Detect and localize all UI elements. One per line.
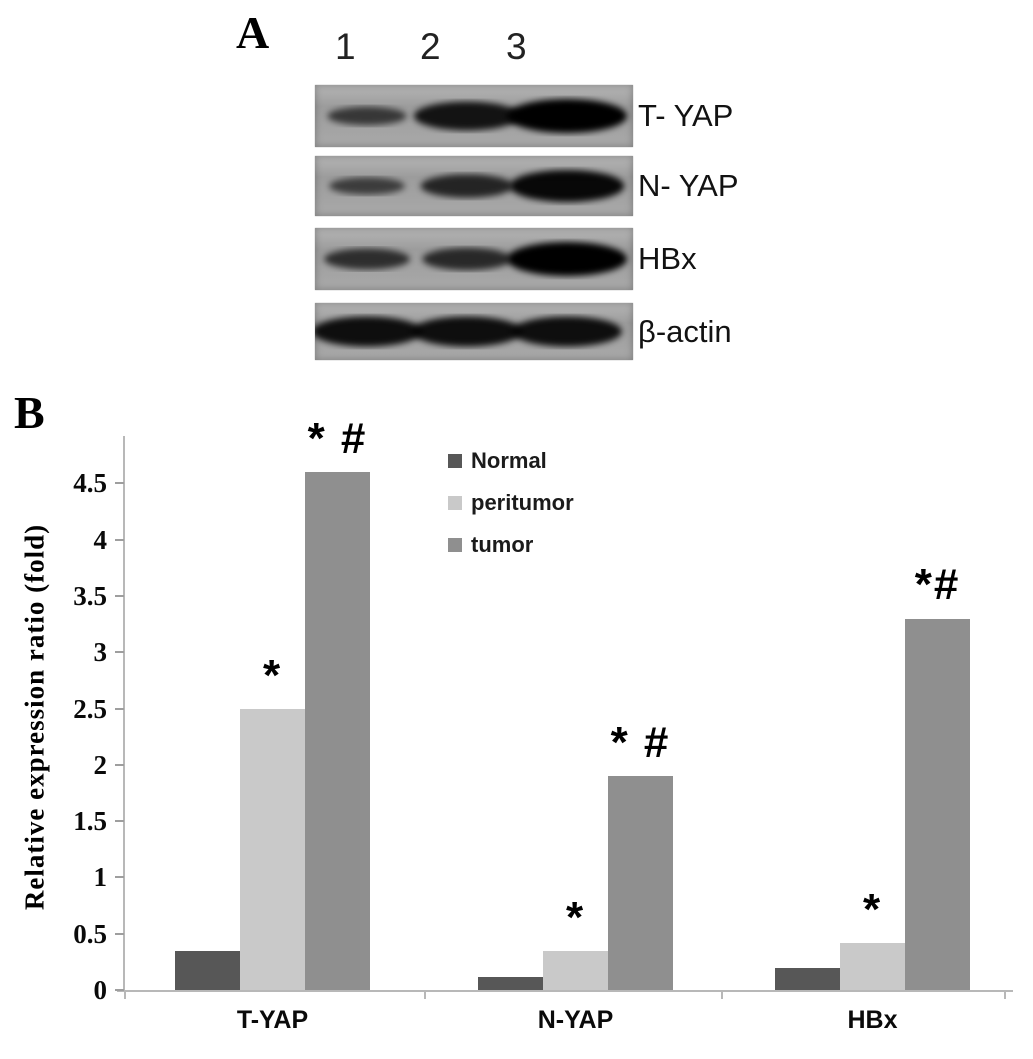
protein-band (420, 174, 514, 198)
bar-n-yap-peritumor (543, 950, 608, 990)
category-label-n-yap: N-YAP (537, 1006, 614, 1034)
protein-band (327, 106, 407, 126)
legend-label: Normal (471, 448, 547, 473)
x-axis-tick (124, 990, 126, 999)
bar-t-yap-normal (175, 950, 240, 990)
legend-item-normal: Normal (448, 448, 574, 474)
significance-annotation: * (565, 893, 586, 942)
legend-swatch (448, 538, 462, 552)
significance-annotation: * (262, 651, 283, 700)
y-tick-label: 2 (93, 749, 108, 780)
protein-band (329, 177, 405, 195)
legend-label: peritumor (471, 490, 574, 515)
bar-hbx-normal (775, 967, 840, 990)
protein-band (509, 170, 625, 202)
y-tick-label: 3 (93, 637, 108, 668)
protein-band (315, 316, 422, 347)
legend-item-peritumor: peritumor (448, 490, 574, 516)
panel-b-label: B (14, 387, 45, 438)
y-tick-mark (115, 651, 124, 654)
blot-strip (315, 85, 633, 147)
bar-n-yap-tumor (608, 776, 673, 990)
y-tick-label: 0.5 (73, 918, 107, 949)
y-tick-mark (115, 538, 124, 541)
protein-band (507, 99, 627, 133)
legend: Normal peritumor tumor (448, 448, 574, 558)
protein-band (512, 316, 622, 347)
bar-hbx-tumor (905, 618, 970, 990)
significance-annotation: * (862, 885, 883, 934)
blot-strip (315, 228, 633, 290)
y-tick-label: 4 (93, 524, 108, 555)
y-tick-mark (115, 482, 124, 485)
protein-band (422, 247, 512, 271)
bar-t-yap-tumor (305, 472, 370, 990)
category-label-hbx: HBx (847, 1006, 898, 1034)
y-axis-line (123, 436, 125, 990)
blot-strip (315, 303, 633, 360)
significance-annotation: *# (914, 560, 961, 609)
legend-item-tumor: tumor (448, 532, 574, 558)
significance-annotation: * # (307, 414, 368, 463)
y-tick-mark (115, 932, 124, 935)
bar-t-yap-peritumor (240, 708, 305, 990)
y-tick-mark (115, 820, 124, 823)
legend-label: tumor (471, 532, 534, 557)
y-tick-label: 4.5 (73, 468, 107, 499)
y-tick-label: 0 (93, 975, 108, 1005)
y-tick-label: 3.5 (73, 580, 107, 611)
x-axis-line (117, 990, 1013, 992)
protein-band (412, 316, 522, 347)
lane-number-3: 3 (506, 26, 527, 67)
y-tick-label: 2.5 (73, 693, 107, 724)
y-tick-mark (115, 763, 124, 766)
y-tick-mark (115, 707, 124, 710)
bar-chart-plot-area: Relative expression ratio (fold) 0 0.5 1 1.… (20, 414, 1013, 1034)
lane-number-2: 2 (420, 26, 441, 67)
category-label-t-yap: T-YAP (236, 1006, 309, 1034)
y-tick-mark (115, 876, 124, 879)
protein-band (324, 248, 410, 270)
blot-row-label: HBx (638, 241, 697, 276)
panel-a-label: A (236, 7, 270, 58)
protein-band (413, 101, 521, 131)
blot-row-label: N- YAP (638, 168, 739, 203)
y-tick-label: 1.5 (73, 806, 107, 837)
protein-band (507, 242, 627, 276)
significance-annotation: * # (610, 718, 671, 767)
y-tick-mark (115, 594, 124, 597)
y-tick-label: 1 (93, 862, 108, 893)
x-axis-tick (1004, 990, 1006, 999)
x-axis-tick (721, 990, 723, 999)
y-tick-mark (115, 989, 124, 991)
lane-number-1: 1 (335, 26, 356, 67)
bar-hbx-peritumor (840, 942, 905, 990)
blot-row-label: β-actin (638, 313, 732, 349)
legend-swatch (448, 496, 462, 510)
bar-n-yap-normal (478, 976, 543, 990)
legend-swatch (448, 454, 462, 468)
blot-strip (315, 156, 633, 216)
x-axis-tick (424, 990, 426, 999)
blot-row-label: T- YAP (638, 98, 734, 133)
